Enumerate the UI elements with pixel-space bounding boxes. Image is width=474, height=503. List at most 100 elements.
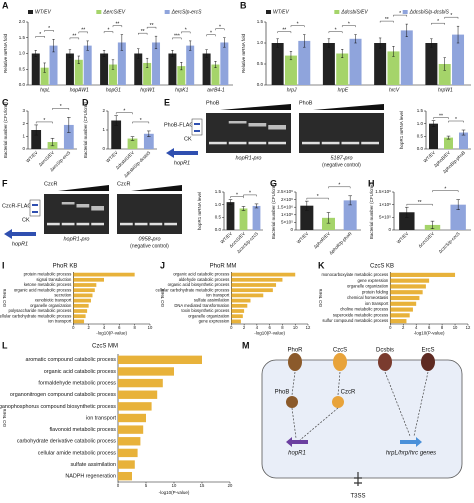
gel-band	[91, 206, 104, 211]
error-bar	[171, 50, 174, 57]
bar	[322, 43, 335, 85]
error-bar	[430, 220, 435, 229]
legend-swatch	[164, 10, 170, 14]
significance-bracket	[35, 121, 53, 124]
diagram: M PhoR CzcS Dcsbis ErcS PhoB CzcR hopR1 …	[242, 340, 463, 500]
significance-bracket	[406, 204, 433, 206]
significance-label: **	[150, 23, 154, 29]
x-tick-label: hrcV	[389, 87, 400, 93]
error-bar	[43, 62, 46, 73]
bar	[390, 307, 413, 312]
significance-bracket	[243, 194, 257, 197]
panel-label: K	[318, 260, 325, 270]
x-tick-label: 8	[441, 325, 444, 330]
significance-bracket	[44, 30, 54, 32]
significance-bracket	[181, 31, 191, 34]
error-bar	[34, 50, 37, 57]
blot-icon	[29, 199, 41, 217]
significance-bracket	[306, 197, 329, 200]
bar	[390, 272, 456, 277]
gel-band	[134, 222, 148, 226]
bar	[220, 42, 229, 85]
significance-label: **	[282, 27, 286, 33]
bar	[118, 378, 163, 388]
error-bar	[52, 39, 55, 53]
kinase-icon	[333, 353, 347, 371]
y-tick-label: 0.0	[417, 146, 424, 151]
error-bar	[214, 61, 217, 68]
significance-bracket	[230, 196, 244, 199]
bar	[100, 53, 109, 85]
construct-label: CzcR-FLAG	[2, 203, 32, 209]
panel-label: M	[242, 340, 250, 350]
significance-label: *	[43, 118, 45, 124]
gel-band	[91, 222, 104, 226]
bar	[425, 43, 438, 85]
significance-label: *	[348, 21, 350, 27]
chart-title: PhoR KB	[53, 264, 78, 270]
kinase-icon	[288, 353, 302, 371]
y-tick-label: 0	[22, 146, 25, 151]
bar	[390, 301, 417, 306]
bar	[231, 314, 243, 319]
significance-label: *	[140, 118, 142, 124]
chart-title: CzcS KB	[370, 264, 394, 270]
y-tick-label: 5×10⁵	[281, 220, 293, 225]
bar	[73, 272, 135, 277]
bar	[202, 53, 211, 85]
significance-label: **	[115, 21, 119, 27]
x-axis-label: -log10(P-value)	[254, 331, 285, 336]
panel-label: L	[2, 340, 8, 350]
x-axis-label: -log10(P-value)	[414, 331, 445, 336]
cell	[261, 359, 463, 479]
error-bar	[405, 206, 409, 218]
y-tick-label: 3	[22, 108, 25, 113]
gel-band	[61, 222, 75, 226]
y-tick-label: organelle organization	[30, 303, 72, 308]
protein-label: PhoB	[206, 100, 220, 106]
x-tick-label: hrpK1	[175, 87, 189, 93]
significance-label: *	[236, 192, 238, 198]
y-tick-label: 1.5×10⁶	[375, 189, 391, 194]
gel-band	[76, 222, 90, 226]
gel-band	[248, 123, 267, 127]
bar	[390, 313, 410, 318]
bar	[349, 38, 362, 85]
y-tick-label: 0.0	[257, 82, 264, 87]
error-bar	[405, 23, 408, 37]
y-tick-label: aldehyde catabolic process	[179, 277, 230, 282]
significance-bracket	[448, 120, 464, 123]
x-tick-label: 8	[133, 325, 136, 330]
bar	[73, 303, 89, 308]
significance-label: **	[141, 29, 145, 35]
bar	[400, 30, 413, 85]
bar	[118, 460, 135, 469]
bar	[231, 303, 248, 308]
y-tick-label: 2.0	[19, 19, 26, 24]
bar	[231, 293, 264, 298]
bar	[73, 314, 86, 319]
error-bar	[223, 37, 226, 48]
y-tick-label: 2×10⁶	[281, 197, 293, 202]
error-bar	[446, 135, 451, 140]
significance-bracket	[277, 31, 292, 34]
significance-bracket	[432, 190, 459, 193]
probe-label: 5187-pro	[330, 155, 352, 161]
y-tick-label: NADPH regeneration	[65, 474, 116, 480]
error-bar	[77, 55, 81, 64]
significance-label: *	[123, 109, 125, 115]
x-tick-label: hrpW1	[438, 87, 453, 93]
significance-label: **	[72, 34, 76, 40]
kinase-label: PhoR	[287, 348, 303, 354]
panel-label: B	[240, 0, 247, 10]
y-tick-label: 1.5×10⁶	[277, 204, 293, 209]
x-tick-label: 6	[428, 325, 431, 330]
bar	[118, 448, 138, 458]
bar	[231, 298, 251, 303]
gel-band	[76, 204, 90, 208]
y-axis-label: hopR1 mRNA level	[197, 192, 202, 230]
x-tick-label: 0	[117, 483, 120, 488]
x-tick-label: WT/EV	[422, 150, 436, 164]
y-tick-label: 1.0	[257, 40, 264, 45]
